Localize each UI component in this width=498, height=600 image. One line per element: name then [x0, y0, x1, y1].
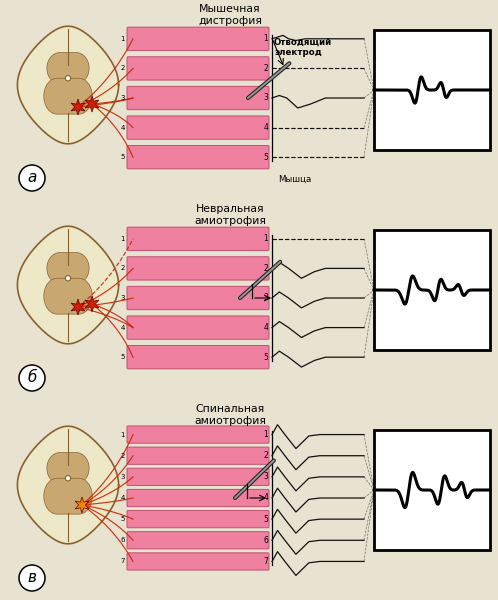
Bar — [63, 281, 73, 289]
Text: в: в — [27, 571, 36, 586]
Text: 4: 4 — [263, 123, 268, 132]
FancyBboxPatch shape — [127, 27, 269, 50]
Text: 3: 3 — [121, 95, 125, 101]
Text: Невральная
амиотрофия: Невральная амиотрофия — [194, 204, 266, 226]
Polygon shape — [17, 226, 119, 344]
Bar — [374, 230, 490, 350]
Text: 1: 1 — [121, 431, 125, 437]
FancyBboxPatch shape — [127, 116, 269, 139]
FancyBboxPatch shape — [127, 447, 269, 464]
Text: 6: 6 — [263, 536, 268, 545]
Polygon shape — [44, 478, 92, 514]
Text: 4: 4 — [121, 495, 125, 501]
Polygon shape — [17, 26, 119, 144]
Text: 1: 1 — [263, 34, 268, 43]
FancyBboxPatch shape — [127, 146, 269, 169]
Polygon shape — [47, 53, 89, 84]
Text: Мышечная
дистрофия: Мышечная дистрофия — [198, 4, 262, 26]
Text: 5: 5 — [121, 516, 125, 522]
Polygon shape — [71, 99, 85, 115]
FancyBboxPatch shape — [127, 468, 269, 485]
Polygon shape — [85, 296, 99, 312]
Text: 5: 5 — [263, 515, 268, 524]
Circle shape — [65, 275, 71, 281]
FancyBboxPatch shape — [127, 316, 269, 339]
Polygon shape — [44, 278, 92, 314]
Text: 3: 3 — [263, 94, 268, 103]
Text: 2: 2 — [263, 64, 268, 73]
Text: 1: 1 — [121, 236, 125, 242]
Text: 5: 5 — [121, 154, 125, 160]
Text: 4: 4 — [263, 493, 268, 503]
Text: 5: 5 — [121, 354, 125, 360]
Polygon shape — [85, 96, 99, 112]
Text: 5: 5 — [263, 153, 268, 162]
Circle shape — [19, 165, 45, 191]
Text: 1: 1 — [263, 234, 268, 244]
Text: Спинальная
амиотрофия: Спинальная амиотрофия — [194, 404, 266, 425]
Circle shape — [65, 76, 71, 81]
Text: 5: 5 — [263, 353, 268, 362]
Text: 3: 3 — [121, 295, 125, 301]
FancyBboxPatch shape — [127, 57, 269, 80]
Text: Отводящий
электрод: Отводящий электрод — [274, 38, 332, 58]
Text: 3: 3 — [121, 474, 125, 480]
Circle shape — [19, 565, 45, 591]
Text: 2: 2 — [263, 264, 268, 273]
Polygon shape — [47, 253, 89, 284]
Circle shape — [19, 365, 45, 391]
Bar — [63, 481, 73, 490]
Text: 2: 2 — [121, 453, 125, 459]
Text: 6: 6 — [121, 537, 125, 543]
Text: 4: 4 — [263, 323, 268, 332]
Text: 4: 4 — [121, 325, 125, 331]
Text: 2: 2 — [121, 65, 125, 71]
Polygon shape — [17, 426, 119, 544]
FancyBboxPatch shape — [127, 346, 269, 369]
Text: 3: 3 — [263, 293, 268, 302]
Text: Мышца: Мышца — [278, 175, 311, 184]
Bar — [374, 30, 490, 150]
Text: 4: 4 — [121, 125, 125, 131]
FancyBboxPatch shape — [127, 286, 269, 310]
FancyBboxPatch shape — [127, 532, 269, 549]
Text: 7: 7 — [263, 557, 268, 566]
Text: а: а — [27, 170, 37, 185]
Text: 1: 1 — [263, 430, 268, 439]
FancyBboxPatch shape — [127, 86, 269, 110]
Polygon shape — [47, 452, 89, 484]
Text: 2: 2 — [263, 451, 268, 460]
Polygon shape — [71, 299, 85, 315]
FancyBboxPatch shape — [127, 490, 269, 506]
Text: 7: 7 — [121, 559, 125, 565]
FancyBboxPatch shape — [127, 227, 269, 250]
Text: б: б — [27, 370, 37, 385]
Polygon shape — [75, 497, 89, 513]
Text: 3: 3 — [263, 472, 268, 481]
Bar — [374, 430, 490, 550]
FancyBboxPatch shape — [127, 553, 269, 570]
FancyBboxPatch shape — [127, 426, 269, 443]
Text: 1: 1 — [121, 36, 125, 42]
Circle shape — [65, 476, 71, 481]
Bar — [63, 80, 73, 89]
Polygon shape — [44, 78, 92, 114]
Text: 2: 2 — [121, 265, 125, 271]
FancyBboxPatch shape — [127, 511, 269, 528]
FancyBboxPatch shape — [127, 257, 269, 280]
